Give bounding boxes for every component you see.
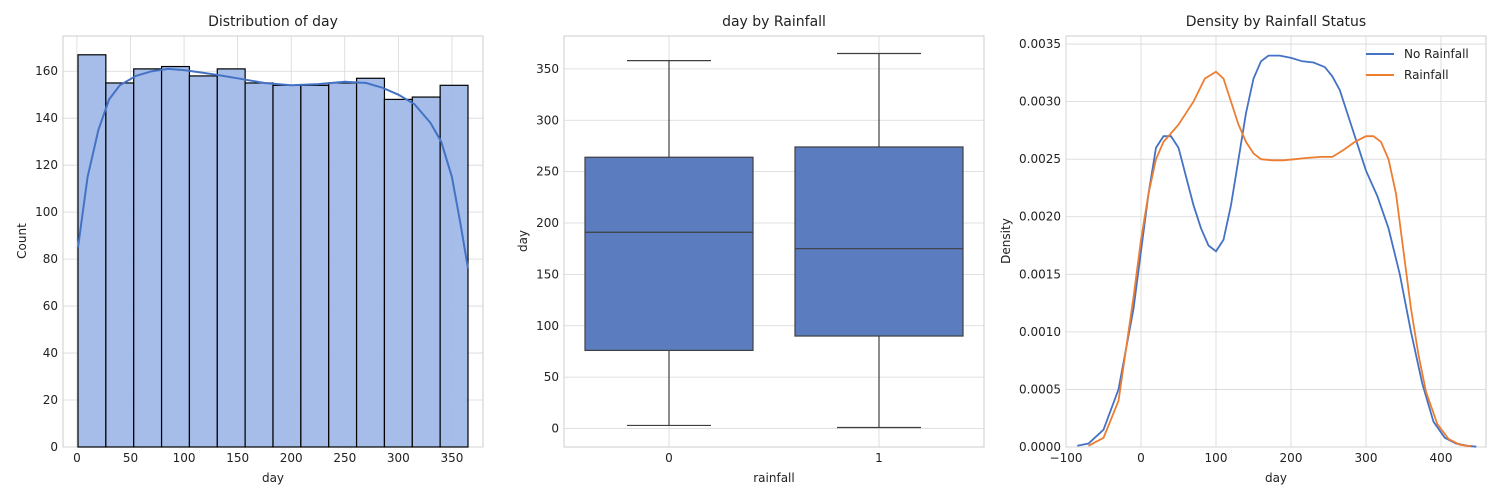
histogram-bar <box>439 84 469 448</box>
y-tick-label: 0.0020 <box>1019 210 1061 224</box>
y-tick-label: 100 <box>35 205 58 219</box>
histogram-bar <box>383 98 413 448</box>
x-tick-label: −100 <box>1050 451 1083 465</box>
histogram-bar <box>411 96 441 448</box>
y-tick-label: 300 <box>536 113 559 127</box>
x-tick-label: 0 <box>665 451 673 465</box>
x-tick-label: 100 <box>1205 451 1228 465</box>
y-tick-label: 0 <box>551 422 559 436</box>
x-tick-label: 400 <box>1430 451 1453 465</box>
y-tick-label: 60 <box>43 299 58 313</box>
histogram-bar <box>272 84 302 448</box>
y-tick-label: 200 <box>536 216 559 230</box>
box <box>584 156 754 352</box>
histogram-bar <box>300 84 330 448</box>
histogram-bar <box>328 82 358 448</box>
boxplot-panel: 0 1 0 50 100 150 200 250 300 350 day by Rainfall… <box>516 14 985 485</box>
x-axis-label: rainfall <box>753 471 794 485</box>
y-tick-label: 120 <box>35 158 58 172</box>
x-tick-label: 150 <box>226 451 249 465</box>
plot-area <box>1065 35 1487 448</box>
x-tick-label: 50 <box>123 451 138 465</box>
y-tick-label: 350 <box>536 62 559 76</box>
x-tick-label: 300 <box>387 451 410 465</box>
y-tick-label: 250 <box>536 165 559 179</box>
histogram-bar <box>160 65 191 448</box>
y-tick-label: 160 <box>35 64 58 78</box>
legend: No Rainfall Rainfall <box>1366 47 1469 82</box>
y-axis-label: day <box>516 230 530 252</box>
x-tick-label: 300 <box>1355 451 1378 465</box>
histogram-bar <box>188 75 218 448</box>
y-tick-label: 0.0000 <box>1019 440 1061 454</box>
x-tick-label: 200 <box>280 451 303 465</box>
x-axis-label: day <box>262 471 284 485</box>
y-tick-label: 40 <box>43 346 58 360</box>
y-tick-label: 0.0010 <box>1019 325 1061 339</box>
y-tick-label: 0.0025 <box>1019 152 1061 166</box>
histogram-bar <box>355 77 386 448</box>
x-tick-label: 200 <box>1280 451 1303 465</box>
x-tick-label: 0 <box>1137 451 1145 465</box>
y-tick-label: 0.0035 <box>1019 37 1061 51</box>
y-tick-label: 20 <box>43 393 58 407</box>
density-line <box>1077 54 1477 448</box>
chart-title: Distribution of day <box>208 14 338 30</box>
box <box>794 146 964 337</box>
density-panel: −100 0 100 200 300 400 0.0000 0.0005 0.0010 0.00… <box>999 14 1487 485</box>
histogram-bar <box>216 68 246 448</box>
density-line <box>1088 70 1472 448</box>
x-tick-label: 350 <box>440 451 463 465</box>
kde-line <box>77 67 469 269</box>
x-axis-label: day <box>1265 471 1287 485</box>
histogram-bar <box>244 82 274 448</box>
legend-entry: No Rainfall <box>1404 47 1469 61</box>
y-tick-label: 100 <box>536 319 559 333</box>
y-tick-label: 80 <box>43 252 58 266</box>
y-tick-label: 0.0005 <box>1019 382 1061 396</box>
histogram-panel: 0 50 100 150 200 250 300 350 0 20 40 60 80 100 120 140… <box>15 14 484 485</box>
y-axis-label: Count <box>15 223 29 259</box>
y-tick-label: 0.0030 <box>1019 95 1061 109</box>
y-tick-label: 50 <box>544 370 559 384</box>
histogram-bar <box>133 68 163 448</box>
histogram-bar <box>77 54 107 448</box>
x-tick-label: 250 <box>333 451 356 465</box>
legend-entry: Rainfall <box>1404 68 1449 82</box>
y-tick-label: 0 <box>50 440 58 454</box>
x-tick-label: 0 <box>73 451 81 465</box>
y-tick-label: 150 <box>536 267 559 281</box>
y-tick-label: 0.0015 <box>1019 267 1061 281</box>
x-tick-label: 1 <box>875 451 883 465</box>
y-axis-label: Density <box>999 218 1013 264</box>
x-tick-label: 100 <box>173 451 196 465</box>
y-tick-label: 140 <box>35 111 58 125</box>
chart-title: day by Rainfall <box>722 14 826 30</box>
histogram-bar <box>105 82 135 448</box>
chart-title: Density by Rainfall Status <box>1186 14 1366 30</box>
